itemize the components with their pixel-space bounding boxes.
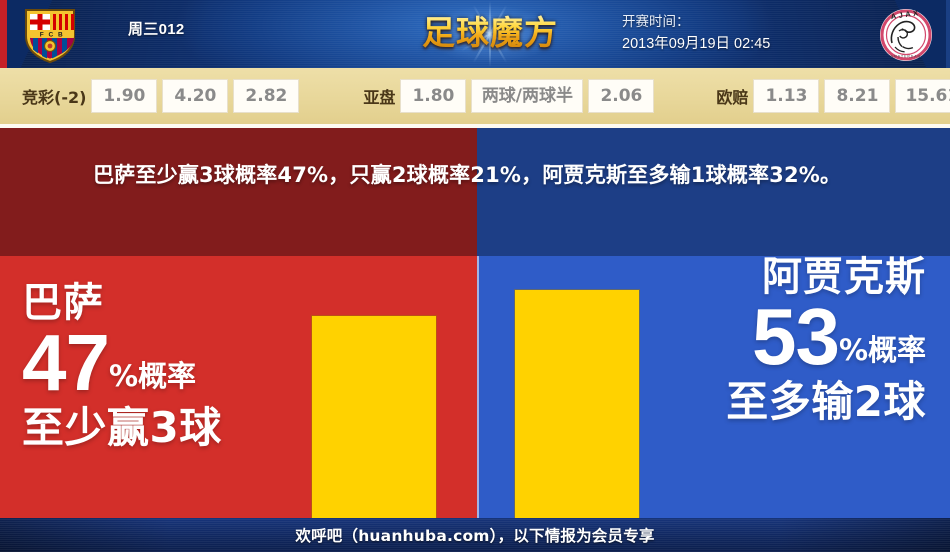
- odds-group-label: 欧赔: [716, 88, 749, 107]
- odds-group-oupei: 欧赔 1.13 8.21 15.61: [716, 79, 950, 113]
- footer-bar: 欢呼吧（huanhuba.com），以下情报为会员专享: [0, 518, 950, 552]
- odds-cell[interactable]: 1.90: [91, 79, 158, 113]
- odds-cell[interactable]: 15.61: [895, 79, 950, 113]
- site-logo-text: 足球魔方: [395, 13, 585, 53]
- odds-cell[interactable]: 2.06: [588, 79, 655, 113]
- site-logo: 足球魔方 足球魔方: [395, 0, 585, 68]
- odds-group-jingcai: 竞彩(-2) 1.90 4.20 2.82: [22, 79, 300, 113]
- match-round-label: 周三012: [128, 21, 185, 38]
- svg-text:F C B: F C B: [40, 32, 64, 39]
- home-panel-headline-band: [0, 128, 477, 256]
- home-probability-suffix: %概率: [108, 359, 197, 393]
- home-stat-block: 巴萨 47 %概率 至少赢3球: [22, 280, 222, 454]
- kickoff-time-value: 2013年09月19日 02:45: [622, 36, 771, 52]
- away-team-panel: 阿贾克斯 53 %概率 至多输2球: [477, 128, 950, 518]
- odds-bar-divider: [0, 124, 950, 128]
- away-team-name: 阿贾克斯: [762, 254, 926, 300]
- home-condition-text: 至少赢3球: [22, 403, 222, 452]
- odds-cell[interactable]: 8.21: [824, 79, 891, 113]
- away-probability-line: 53 %概率: [726, 292, 926, 381]
- away-probability-bar: [515, 290, 639, 518]
- kickoff-time-label: 开赛时间：: [622, 14, 690, 29]
- away-stat-block: 阿贾克斯 53 %概率 至多输2球: [726, 254, 926, 428]
- home-team-panel: 巴萨 47 %概率 至少赢3球: [0, 128, 477, 518]
- odds-cell[interactable]: 1.80: [400, 79, 467, 113]
- home-team-name: 巴萨: [22, 280, 104, 326]
- svg-text:AMSTERDAM: AMSTERDAM: [891, 55, 922, 59]
- odds-cell[interactable]: 4.20: [162, 79, 229, 113]
- odds-cell[interactable]: 两球/两球半: [471, 79, 584, 113]
- away-panel-headline-band: [477, 128, 950, 256]
- logo-light-burst: [395, 0, 585, 68]
- panel-divider: [477, 256, 479, 552]
- odds-cell[interactable]: 2.82: [233, 79, 300, 113]
- odds-group-label: 亚盘: [363, 88, 396, 107]
- away-probability-suffix: %概率: [838, 333, 926, 367]
- away-probability-value: 53: [751, 292, 840, 381]
- fc-barcelona-crest-icon: F C B: [25, 9, 75, 64]
- kickoff-time-block: 开赛时间： 2013年09月19日 02:45: [622, 11, 842, 55]
- footer-text: 欢呼吧（huanhuba.com），以下情报为会员专享: [295, 527, 655, 545]
- home-probability-bar: [312, 316, 436, 518]
- odds-group-label: 竞彩(-2): [22, 88, 87, 107]
- probability-panels: 巴萨 47 %概率 至少赢3球 阿贾克斯 53 %概率 至多输2球: [0, 128, 950, 552]
- odds-bar: 竞彩(-2) 1.90 4.20 2.82 亚盘 1.80 两球/两球半 2.0…: [0, 68, 950, 124]
- odds-group-yapan: 亚盘 1.80 两球/两球半 2.06: [363, 79, 655, 113]
- away-condition-text: 至多输2球: [726, 377, 926, 426]
- home-probability-value: 47: [22, 318, 110, 407]
- odds-cell[interactable]: 1.13: [753, 79, 820, 113]
- svg-text:AJAX: AJAX: [890, 8, 921, 21]
- header-left-accent-strip: [0, 0, 7, 68]
- header-right-accent-strip: [946, 0, 950, 68]
- ajax-crest-icon: AJAX AMSTERDAM: [880, 8, 932, 61]
- home-probability-line: 47 %概率: [22, 318, 222, 407]
- header-bar: F C B 周三012 足球魔方 足球魔方 开赛时间： 2013年09月19日 …: [0, 0, 950, 68]
